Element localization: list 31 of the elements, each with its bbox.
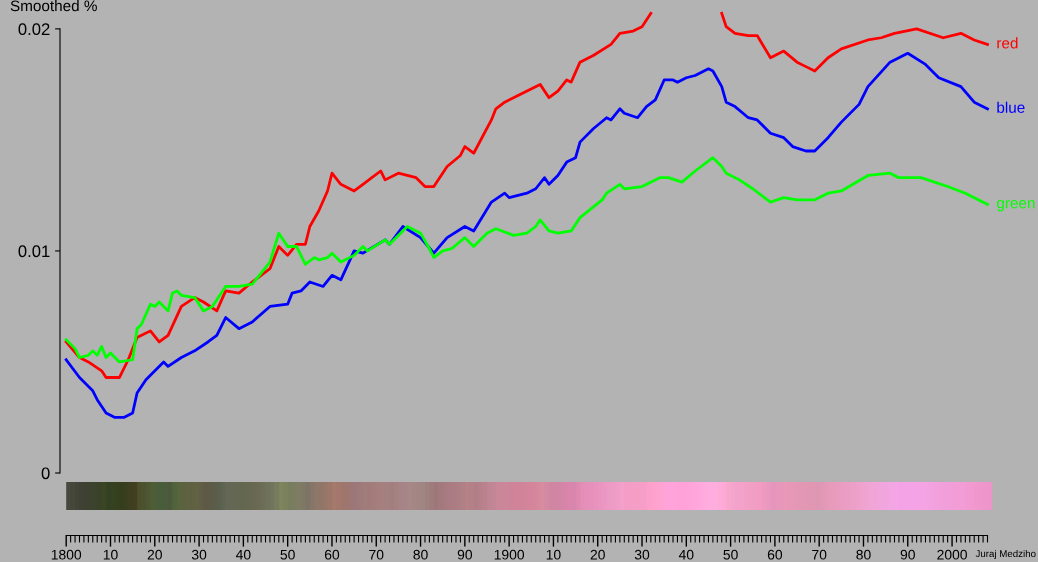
- y-tick-label: 0: [41, 467, 50, 480]
- y-tick-label: 0.01: [18, 245, 50, 258]
- x-tick-label: 2000: [937, 549, 967, 560]
- line-series: [64, 51, 989, 419]
- series-label: red: [997, 37, 1018, 49]
- x-tick-label: 30: [191, 549, 207, 560]
- series-label: green: [997, 200, 1035, 212]
- x-tick-label: 50: [723, 549, 738, 560]
- series-label: blue: [997, 101, 1025, 113]
- x-tick-label: 40: [235, 549, 251, 560]
- x-tick-label: 20: [147, 549, 162, 560]
- line-series: [64, 156, 989, 364]
- x-tick-label: 50: [280, 549, 295, 560]
- y-axis-title: Smoothed %: [10, 0, 97, 12]
- text: Juraj Medziho: [975, 549, 1036, 559]
- x-tick-label: 60: [324, 549, 340, 560]
- x-tick-label: 40: [678, 549, 694, 560]
- x-tick-label: 10: [546, 549, 561, 560]
- x-tick-label: 60: [767, 549, 783, 560]
- x-tick-label: 70: [369, 549, 384, 560]
- x-tick-label: 80: [413, 549, 428, 560]
- x-tick-label: 1900: [494, 549, 525, 560]
- x-tick-label: 90: [457, 549, 473, 560]
- x-tick-label: 10: [103, 549, 118, 560]
- x-tick-label: 20: [590, 549, 605, 560]
- y-tick-label: 0.02: [18, 23, 50, 36]
- x-tick-label: 90: [900, 549, 915, 560]
- x-tick-label: 70: [812, 549, 827, 560]
- x-tick-label: 30: [634, 549, 650, 560]
- x-tick-label: 1800: [51, 549, 82, 560]
- x-tick-label: 80: [856, 549, 871, 560]
